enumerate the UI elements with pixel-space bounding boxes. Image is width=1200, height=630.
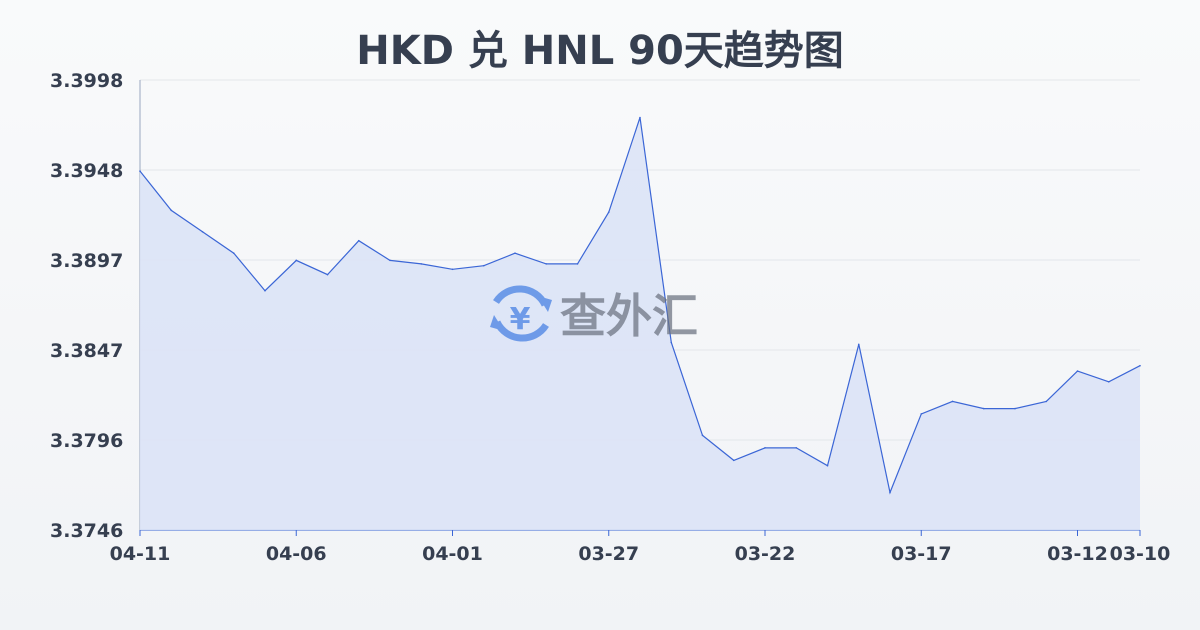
- x-tick-label: 04-06: [266, 543, 327, 565]
- y-tick-label: 3.3847: [50, 340, 123, 362]
- data-point: [1076, 370, 1079, 372]
- data-point: [1107, 380, 1110, 383]
- yen-exchange-icon: ¥: [490, 285, 552, 342]
- y-tick-label: 3.3998: [50, 70, 123, 92]
- data-points: [139, 116, 1141, 494]
- y-tick-label: 3.3897: [50, 250, 123, 272]
- data-point: [639, 116, 641, 119]
- x-tick-label: 03-22: [735, 543, 796, 565]
- data-point: [951, 400, 954, 403]
- data-point: [170, 209, 173, 212]
- y-axis: 3.3998 3.3948 3.3897 3.3847 3.3796 3.3746: [50, 70, 123, 542]
- x-axis: 04-11 04-06 04-01 03-27 03-22 03-17 03-12 03-10: [110, 530, 1171, 565]
- data-point: [670, 341, 673, 344]
- x-tick-label: 03-12: [1047, 543, 1108, 565]
- data-point: [139, 170, 141, 172]
- y-tick-label: 3.3746: [50, 520, 123, 542]
- data-point: [545, 263, 548, 265]
- data-point: [1014, 407, 1016, 410]
- data-point: [795, 447, 798, 449]
- data-point: [826, 464, 829, 467]
- data-point: [482, 264, 485, 267]
- watermark-text: 查外汇: [560, 289, 698, 343]
- x-tick-label: 04-01: [422, 543, 483, 565]
- data-point: [732, 459, 735, 462]
- data-point: [201, 230, 204, 233]
- data-point: [264, 289, 266, 292]
- data-point: [326, 273, 329, 276]
- data-point: [1139, 364, 1141, 367]
- data-point: [764, 447, 766, 449]
- x-tick-label: 03-17: [891, 543, 952, 565]
- data-point: [451, 268, 454, 271]
- x-tick-label: 04-11: [110, 543, 171, 565]
- data-point: [920, 413, 923, 415]
- data-point: [420, 263, 423, 265]
- data-point: [701, 434, 704, 437]
- chart-title: HKD 兑 HNL 90天趋势图: [356, 28, 844, 74]
- data-point: [232, 252, 235, 255]
- area-fill: [140, 117, 1140, 530]
- data-point: [357, 239, 360, 242]
- data-point: [295, 259, 298, 262]
- watermark: ¥ 查外汇: [490, 285, 698, 343]
- data-point: [889, 491, 891, 494]
- data-point: [576, 263, 579, 265]
- data-point: [607, 211, 610, 213]
- data-point: [1045, 400, 1048, 403]
- data-point: [514, 252, 516, 255]
- data-point: [982, 407, 985, 410]
- y-tick-label: 3.3948: [50, 160, 123, 182]
- x-tick-label: 03-10: [1110, 543, 1171, 565]
- data-point: [857, 343, 860, 346]
- x-tick-label: 03-27: [578, 543, 639, 565]
- y-tick-label: 3.3796: [50, 430, 123, 452]
- svg-text:¥: ¥: [510, 302, 531, 337]
- data-point: [389, 259, 391, 262]
